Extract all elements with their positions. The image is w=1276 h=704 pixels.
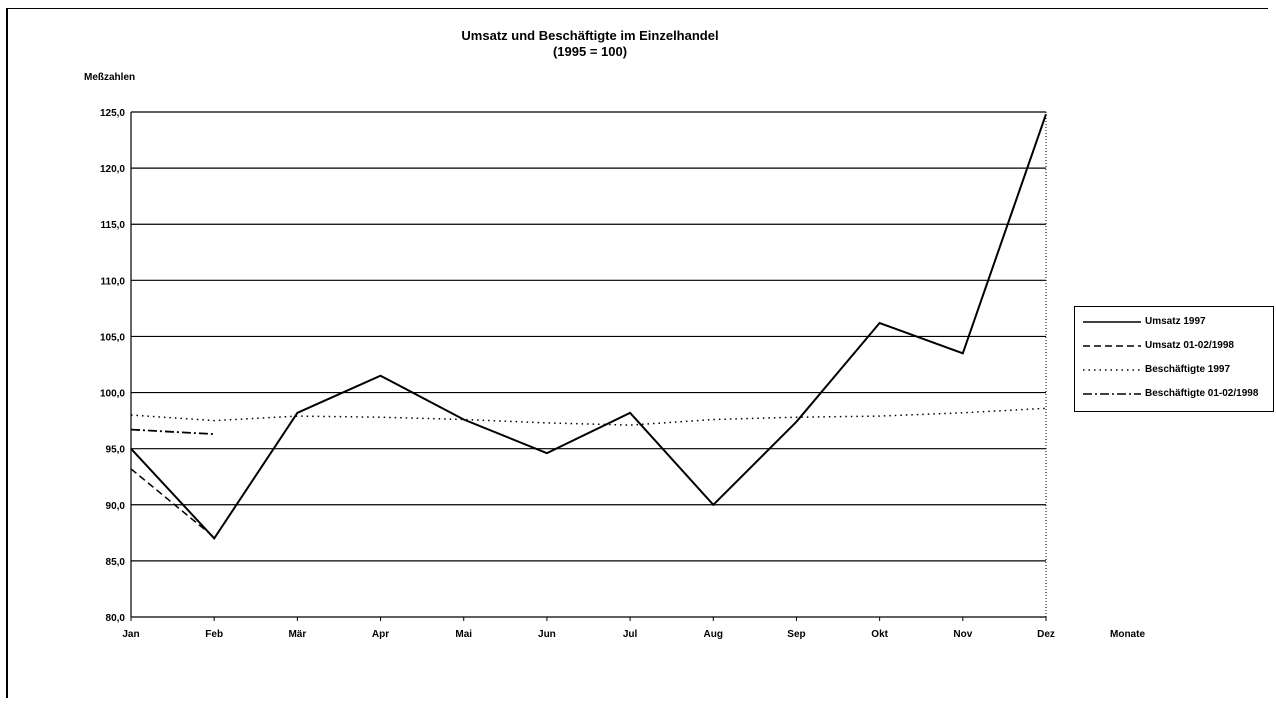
legend: Umsatz 1997 Umsatz 01-02/1998 Beschäftig…	[1074, 306, 1274, 412]
y-axis-label: Meßzahlen	[84, 72, 136, 83]
chart-frame	[6, 8, 1268, 698]
x-tick-label: Okt	[871, 629, 888, 640]
series-line-4	[130, 428, 215, 435]
legend-label: Beschäftigte 01-02/1998	[1145, 388, 1259, 399]
legend-swatch-solid	[1083, 321, 1141, 323]
x-tick-label: Sep	[787, 629, 805, 640]
legend-label: Umsatz 1997	[1145, 316, 1206, 327]
x-tick-label: Jun	[538, 629, 556, 640]
x-tick-label: Jul	[623, 629, 638, 640]
y-tick-label: 85,0	[106, 557, 126, 568]
legend-swatch-dashdot	[1083, 393, 1141, 395]
x-tick-label: Dez	[1037, 629, 1055, 640]
x-axis-label: Monate	[1110, 629, 1145, 640]
y-tick-label: 110,0	[101, 276, 126, 287]
x-tick-label: Jan	[122, 629, 139, 640]
x-tick-label: Mär	[288, 629, 306, 640]
legend-swatch-dotted	[1083, 369, 1141, 371]
series-line-1	[130, 113, 1047, 541]
series-line-3	[130, 407, 1047, 426]
y-tick-label: 100,0	[100, 389, 125, 400]
x-tick-label: Mai	[455, 629, 472, 640]
x-tick-label: Nov	[953, 629, 972, 640]
x-tick-label: Feb	[205, 629, 223, 640]
legend-item-umsatz-1997: Umsatz 1997	[1083, 315, 1273, 329]
y-tick-label: 125,0	[100, 108, 125, 119]
legend-swatch-dashed	[1083, 345, 1141, 347]
series-line-2	[130, 468, 215, 538]
y-tick-label: 120,0	[100, 164, 125, 175]
x-tick-label: Aug	[704, 629, 723, 640]
x-tick-label: Apr	[372, 629, 389, 640]
y-tick-label: 115,0	[101, 220, 126, 231]
y-tick-label: 80,0	[106, 613, 126, 624]
y-tick-label: 95,0	[106, 445, 126, 456]
legend-label: Umsatz 01-02/1998	[1145, 340, 1234, 351]
legend-label: Beschäftigte 1997	[1145, 364, 1231, 375]
legend-item-beschaeftigte-1998: Beschäftigte 01-02/1998	[1083, 387, 1273, 401]
legend-item-beschaeftigte-1997: Beschäftigte 1997	[1083, 363, 1273, 377]
legend-item-umsatz-1998: Umsatz 01-02/1998	[1083, 339, 1273, 353]
y-tick-label: 90,0	[106, 501, 126, 512]
y-tick-label: 105,0	[100, 332, 125, 343]
